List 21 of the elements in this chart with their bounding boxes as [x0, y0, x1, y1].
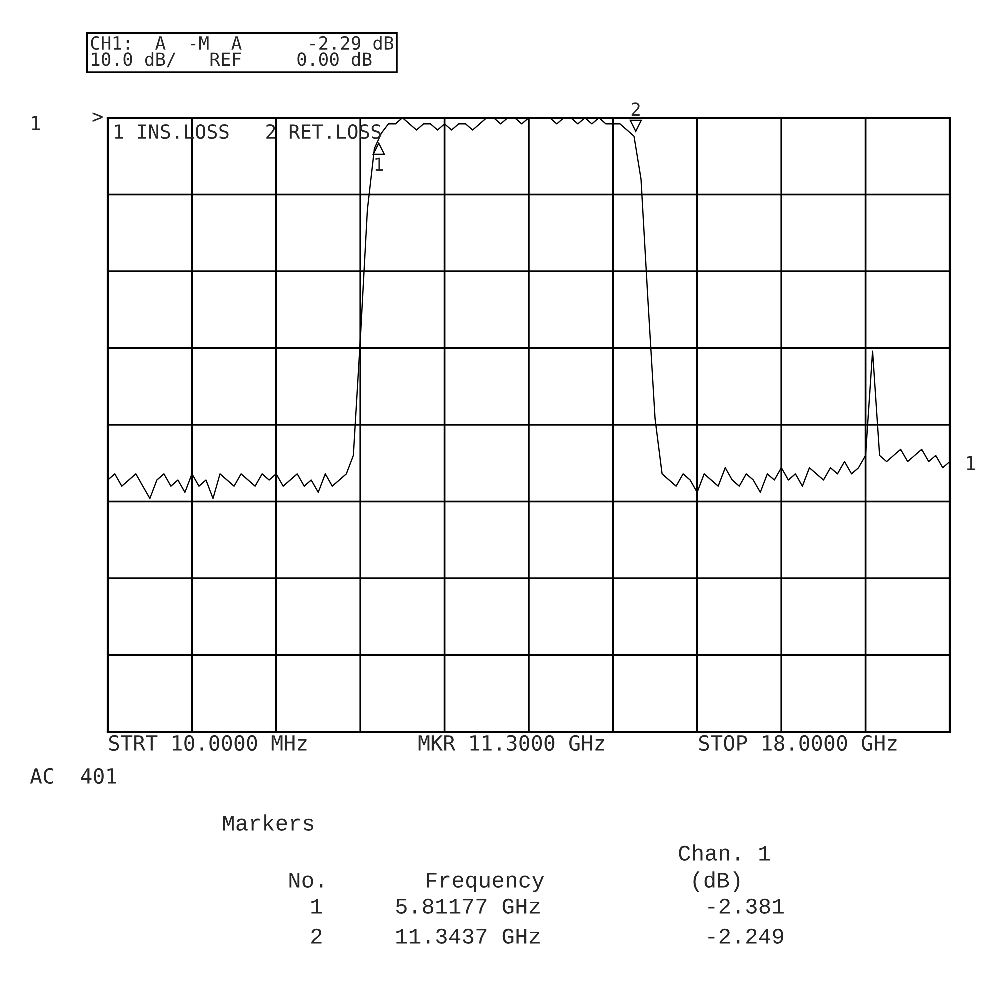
- text: Frequency: [427, 873, 544, 892]
- text: 2: [632, 102, 640, 116]
- text: Markers: [223, 814, 314, 831]
- text: 1: [32, 116, 40, 130]
- text: -2.249: [708, 928, 784, 944]
- text: STRT 10.0000 MHz: [109, 735, 307, 752]
- text: (dB): [694, 872, 740, 892]
- text: -2.381: [708, 898, 784, 914]
- text: No.: [290, 873, 323, 888]
- text: MKR 11.3000 GHz: [418, 735, 604, 752]
- text: CH1: A -M A -2.29 dB 10.0 dB/ REF 0.00 dB: [91, 36, 394, 68]
- text: 1: [967, 456, 976, 470]
- text: AC 401: [30, 768, 116, 784]
- text: 1: [312, 899, 322, 914]
- text: Chan. 1: [679, 844, 770, 861]
- text: 2: [312, 928, 322, 944]
- text: >: [92, 112, 103, 122]
- text: 5.81177 GHz: [396, 898, 540, 914]
- text: 11.3437 GHz: [396, 928, 540, 944]
- text: STOP 18.0000 GHz: [699, 735, 897, 752]
- annotation: 1: [376, 158, 384, 172]
